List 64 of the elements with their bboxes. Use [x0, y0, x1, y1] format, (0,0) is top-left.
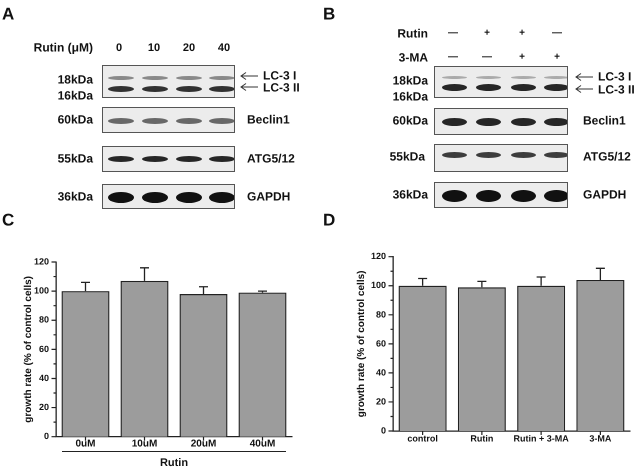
- text: 55kDa: [390, 149, 425, 164]
- text: —: [482, 52, 492, 62]
- x-tick-label: Rutin + 3-MA: [514, 433, 570, 444]
- x-tick-label: control: [407, 433, 438, 444]
- text: —: [448, 28, 458, 38]
- text: 20: [182, 42, 196, 54]
- y-tick-label: 80: [376, 309, 386, 320]
- text: 10: [148, 42, 160, 54]
- text: Rutin (μM): [34, 40, 93, 55]
- y-axis-title: growth rate (% of control cells): [22, 276, 34, 423]
- x-axis-title: Rutin: [160, 456, 188, 469]
- y-tick-label: 40: [38, 372, 49, 383]
- x-tick-label: 10uM: [132, 438, 158, 450]
- text: 60kDa: [58, 112, 93, 127]
- y-tick-label: 20: [376, 396, 386, 406]
- y-tick-label: 0: [44, 431, 49, 442]
- text: 40: [218, 42, 230, 54]
- text: 36kDa: [392, 187, 428, 202]
- text: 55kDa: [58, 151, 93, 166]
- text: LC-3 I: [263, 68, 296, 83]
- text: 3-MA: [398, 50, 428, 65]
- text: LC-3 II: [598, 82, 635, 97]
- text: 18kDa: [58, 72, 93, 87]
- chart-title: C: [2, 210, 14, 230]
- text: Rutin: [397, 26, 428, 41]
- text: GAPDH: [247, 189, 290, 204]
- text: 0: [116, 42, 122, 54]
- text: LC-3 I: [598, 69, 632, 84]
- x-tick-label: 40uM: [250, 438, 276, 450]
- y-tick-label: 120: [34, 256, 49, 266]
- y-tick-label: 60: [38, 344, 49, 354]
- text: Beclin1: [583, 113, 626, 128]
- y-tick-label: 0: [380, 425, 386, 436]
- text: —: [448, 52, 458, 62]
- x-tick-label: Rutin: [470, 433, 494, 444]
- text: A: [2, 4, 14, 24]
- text: LC-3 II: [263, 80, 300, 95]
- text: 16kDa: [58, 88, 93, 103]
- y-tick-label: 100: [370, 280, 386, 290]
- y-tick-label: 60: [376, 338, 386, 348]
- text: +: [519, 28, 525, 38]
- text: +: [554, 52, 560, 62]
- y-tick-label: 120: [370, 251, 386, 262]
- y-tick-label: 40: [376, 367, 386, 378]
- x-tick-label: 0uM: [76, 438, 96, 450]
- y-tick-label: 20: [38, 402, 49, 412]
- text: —: [552, 28, 562, 38]
- text: Beclin1: [247, 112, 290, 127]
- x-tick-label: 20uM: [190, 438, 216, 450]
- text: B: [323, 4, 336, 24]
- text: ATG5/12: [583, 149, 631, 164]
- text: +: [484, 28, 490, 38]
- text: +: [519, 52, 525, 62]
- text: 60kDa: [392, 113, 428, 128]
- y-axis-title: growth rate (% of control cells): [356, 270, 367, 418]
- x-tick-label: 3-MA: [589, 433, 612, 444]
- text: GAPDH: [583, 187, 626, 202]
- text: ATG5/12: [247, 151, 295, 166]
- text: 36kDa: [58, 189, 93, 204]
- text: 18kDa: [392, 73, 428, 88]
- chart-title: D: [323, 210, 336, 230]
- y-tick-label: 100: [34, 286, 49, 296]
- y-tick-label: 80: [38, 314, 49, 325]
- text: 16kDa: [392, 89, 428, 104]
